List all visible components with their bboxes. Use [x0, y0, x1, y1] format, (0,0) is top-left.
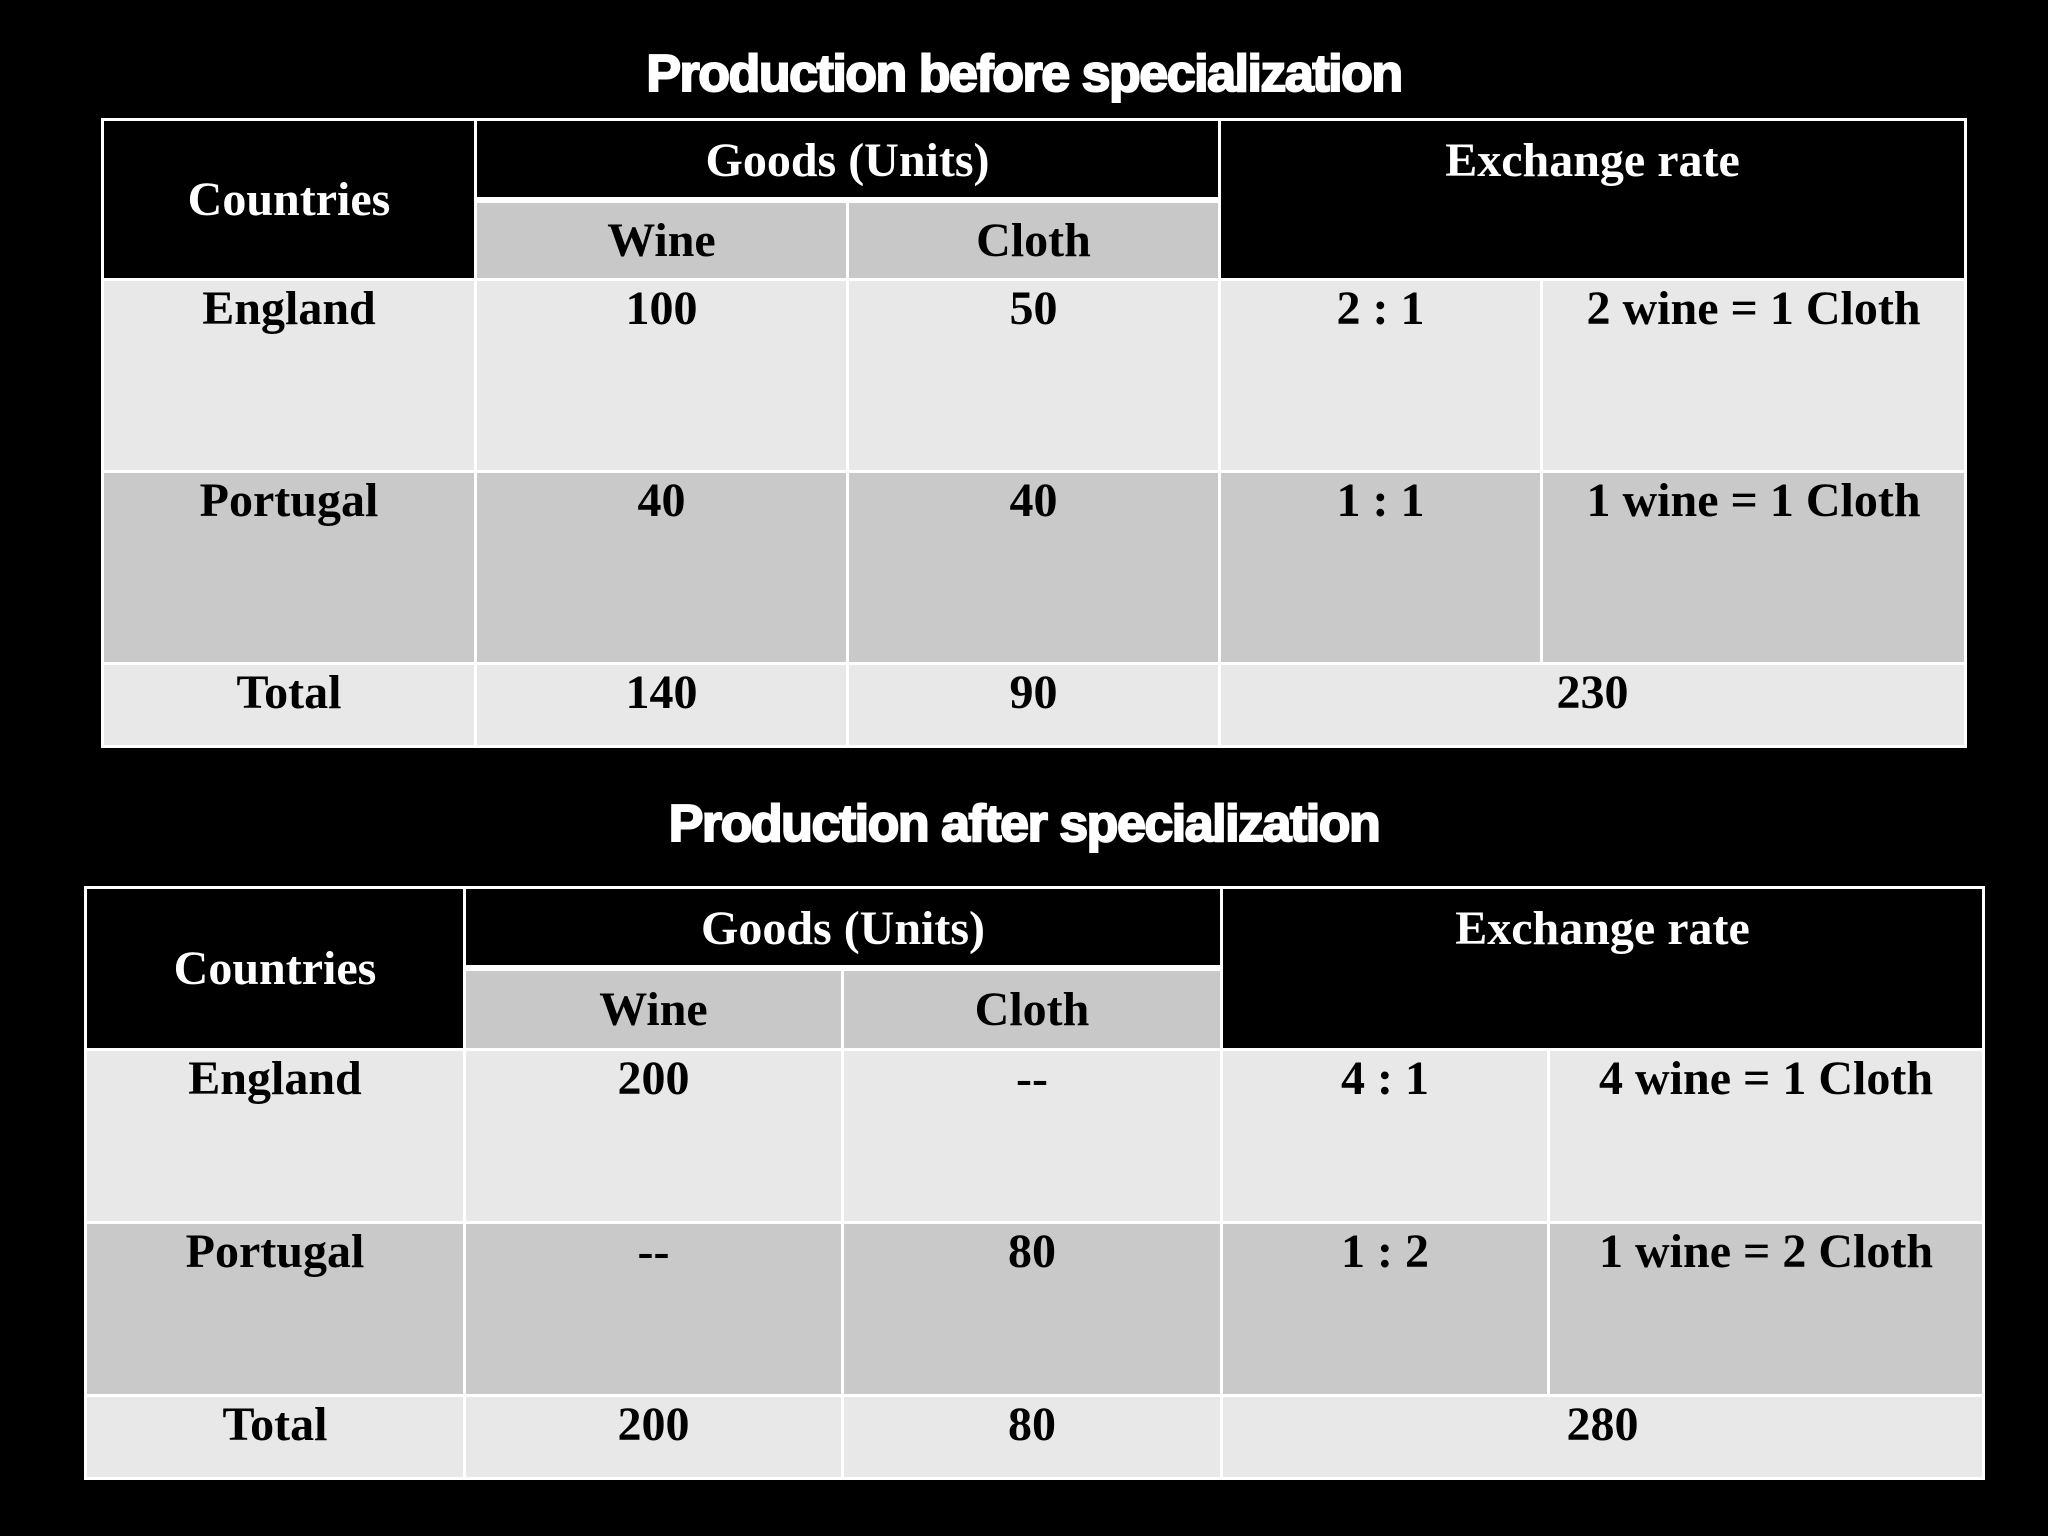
rate-cell: 2 wine = 1 Cloth: [1540, 278, 1968, 473]
ratio-cell: 4 : 1: [1220, 1048, 1551, 1224]
table-row-total: Total 200 80 280: [84, 1394, 1986, 1480]
rate-cell: 1 wine = 1 Cloth: [1540, 470, 1968, 665]
cloth-cell: --: [840, 1048, 1224, 1224]
after-specialization-table: Countries Goods (Units) Exchange rate Wi…: [84, 886, 1986, 1480]
table-row-england: England 200 -- 4 : 1 4 wine = 1 Cloth: [84, 1048, 1986, 1224]
total-sum-cell: 230: [1218, 662, 1968, 748]
total-cloth-cell: 90: [845, 662, 1222, 748]
before-specialization-title: Production before specialization: [645, 44, 1404, 104]
total-label-cell: Total: [101, 662, 477, 748]
rate-cell: 1 wine = 2 Cloth: [1547, 1221, 1986, 1397]
wine-header: Wine: [474, 196, 849, 281]
total-wine-cell: 200: [463, 1394, 844, 1480]
table-row-portugal: Portugal -- 80 1 : 2 1 wine = 2 Cloth: [84, 1221, 1986, 1397]
total-label-cell: Total: [84, 1394, 466, 1480]
ratio-cell: 1 : 1: [1218, 470, 1544, 665]
table-row-total: Total 140 90 230: [101, 662, 1968, 748]
country-cell: Portugal: [101, 470, 477, 665]
country-cell: England: [84, 1048, 466, 1224]
total-wine-cell: 140: [474, 662, 849, 748]
exchange-rate-header: Exchange rate: [1220, 886, 1986, 1051]
cloth-cell: 40: [845, 470, 1222, 665]
table-row-portugal: Portugal 40 40 1 : 1 1 wine = 1 Cloth: [101, 470, 1968, 665]
cloth-header: Cloth: [845, 196, 1222, 281]
cloth-cell: 80: [840, 1221, 1224, 1397]
ratio-cell: 2 : 1: [1218, 278, 1544, 473]
rate-cell: 4 wine = 1 Cloth: [1547, 1048, 1986, 1224]
wine-header: Wine: [463, 964, 844, 1051]
total-cloth-cell: 80: [840, 1394, 1224, 1480]
ratio-cell: 1 : 2: [1220, 1221, 1551, 1397]
wine-cell: 40: [474, 470, 849, 665]
country-cell: England: [101, 278, 477, 473]
countries-header: Countries: [101, 118, 477, 281]
table-row-england: England 100 50 2 : 1 2 wine = 1 Cloth: [101, 278, 1968, 473]
before-specialization-table: Countries Goods (Units) Exchange rate Wi…: [101, 118, 1968, 748]
wine-cell: 100: [474, 278, 849, 473]
cloth-header: Cloth: [840, 964, 1224, 1051]
wine-cell: --: [463, 1221, 844, 1397]
wine-cell: 200: [463, 1048, 844, 1224]
exchange-rate-header: Exchange rate: [1218, 118, 1968, 281]
total-sum-cell: 280: [1220, 1394, 1986, 1480]
after-specialization-title: Production after specialization: [668, 794, 1382, 854]
goods-units-header: Goods (Units): [462, 886, 1224, 969]
cloth-cell: 50: [845, 278, 1222, 473]
countries-header: Countries: [84, 886, 466, 1051]
goods-units-header: Goods (Units): [473, 118, 1222, 201]
country-cell: Portugal: [84, 1221, 466, 1397]
